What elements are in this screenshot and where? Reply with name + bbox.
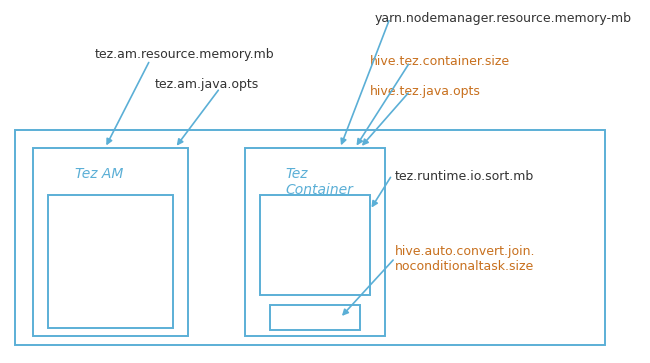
Text: tez.runtime.io.sort.mb: tez.runtime.io.sort.mb — [395, 170, 534, 183]
Text: tez.am.resource.memory.mb: tez.am.resource.memory.mb — [95, 48, 274, 61]
Text: hive.tez.container.size: hive.tez.container.size — [370, 55, 510, 68]
Bar — [33, 148, 188, 336]
Text: Tez
Container: Tez Container — [285, 167, 353, 197]
Text: hive.auto.convert.join.
noconditionaltask.size: hive.auto.convert.join. noconditionaltas… — [395, 245, 536, 273]
Bar — [48, 195, 173, 328]
Text: yarn.nodemanager.resource.memory-mb: yarn.nodemanager.resource.memory-mb — [375, 12, 632, 25]
Bar — [260, 195, 370, 295]
Text: Tez AM: Tez AM — [75, 167, 124, 181]
Text: hive.tez.java.opts: hive.tez.java.opts — [370, 85, 481, 98]
Bar — [270, 305, 360, 330]
Text: tez.am.java.opts: tez.am.java.opts — [155, 78, 259, 91]
Bar — [15, 130, 605, 345]
Bar — [245, 148, 385, 336]
